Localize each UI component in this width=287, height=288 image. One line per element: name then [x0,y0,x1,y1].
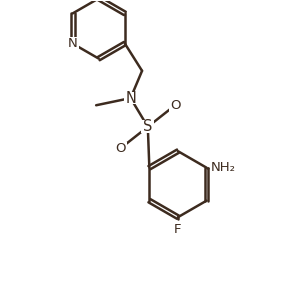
FancyBboxPatch shape [66,37,79,50]
Text: S: S [143,119,152,134]
FancyBboxPatch shape [114,142,127,155]
Text: NH₂: NH₂ [210,161,235,174]
Text: N: N [68,37,77,50]
FancyBboxPatch shape [124,92,137,104]
Text: O: O [115,142,126,155]
Text: F: F [174,223,182,236]
Text: N: N [125,91,136,106]
Text: O: O [170,99,180,112]
FancyBboxPatch shape [169,99,181,111]
FancyBboxPatch shape [141,120,154,133]
